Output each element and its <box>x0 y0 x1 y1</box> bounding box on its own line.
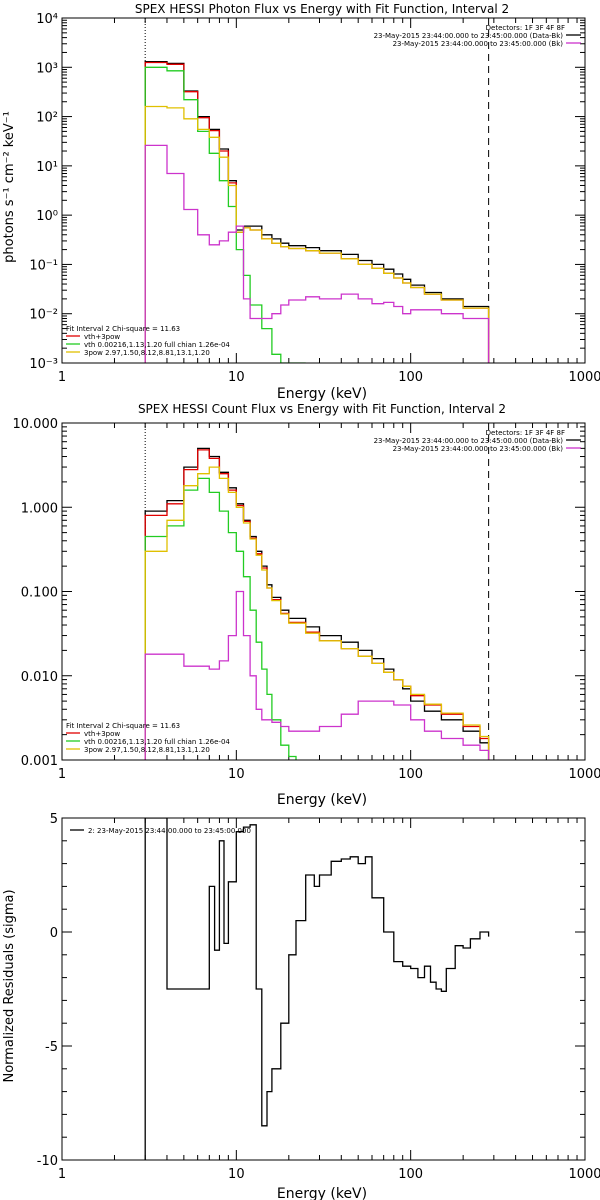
y-tick-label: 10¹ <box>36 160 58 175</box>
series-group <box>144 61 490 363</box>
series-line-4 <box>144 144 490 363</box>
y-tick-label: -10 <box>37 1154 58 1169</box>
legend-text: vth+3pow <box>84 333 120 341</box>
residuals-panel: Energy (keV) Normalized Residuals (sigma… <box>2 812 600 1200</box>
x-tick-label: 1 <box>58 1167 66 1182</box>
legend-text: Fit Interval 2 Chi-square = 11.63 <box>66 325 180 333</box>
panel-title: SPEX HESSI Photon Flux vs Energy with Fi… <box>135 2 509 16</box>
y-tick-label: 10³ <box>36 61 58 76</box>
series-line-2 <box>144 477 297 760</box>
panel-title: SPEX HESSI Count Flux vs Energy with Fit… <box>138 402 506 416</box>
series-line-3 <box>144 105 490 363</box>
series-line-0 <box>144 447 490 760</box>
header-legend-text: 23-May-2015 23:44:00.000 to 23:45:00.000… <box>374 32 564 40</box>
legend-text: 2: 23-May-2015 23:44:00.000 to 23:45:00.… <box>88 827 251 835</box>
y-axis-label: photons s⁻¹ cm⁻² keV⁻¹ <box>2 111 17 263</box>
count-flux-panel: SPEX HESSI Count Flux vs Energy with Fit… <box>13 402 600 808</box>
x-tick-label: 100 <box>398 370 423 385</box>
legend-text: 3pow 2.97,1.50,8.12,8.81,13.1,1.20 <box>84 746 210 754</box>
x-tick-label: 1000 <box>568 1167 600 1182</box>
x-tick-label: 10 <box>228 767 245 782</box>
x-tick-label: 10 <box>228 1167 245 1182</box>
series-line-1 <box>144 449 490 760</box>
series-line-2 <box>144 66 306 363</box>
y-tick-label: 0.100 <box>21 586 58 601</box>
plot-frame <box>61 422 586 761</box>
y-tick-label: 0.010 <box>21 670 58 685</box>
header-legend-text: 23-May-2015 23:44:00.000 to 23:45:00.000… <box>374 437 564 445</box>
series-line-3 <box>144 466 490 760</box>
photon-flux-panel: SPEX HESSI Photon Flux vs Energy with Fi… <box>2 2 600 402</box>
plot-frame <box>61 17 586 364</box>
y-tick-label: 10⁴ <box>36 12 58 27</box>
x-tick-label: 1000 <box>568 767 600 782</box>
y-tick-label: 10⁻² <box>29 308 58 323</box>
y-tick-label: 10⁻³ <box>29 357 58 372</box>
series-line-0 <box>144 61 490 363</box>
x-tick-label: 1 <box>58 767 66 782</box>
x-tick-label: 100 <box>398 1167 423 1182</box>
series-line-4 <box>144 590 490 760</box>
x-tick-label: 100 <box>398 767 423 782</box>
legend-text: vth+3pow <box>84 730 120 738</box>
header-legend-text: 23-May-2015 23:44:00.000 to 23:45:00.000… <box>393 445 564 453</box>
legend-text: vth 0.00216,1.13,1.20 full chian 1.26e-0… <box>84 341 230 349</box>
series-line-0 <box>144 818 490 1160</box>
y-tick-label: 0.001 <box>21 754 58 769</box>
series-group <box>144 447 490 760</box>
header-legend-text: Detectors: 1F 3F 4F 8F <box>486 24 565 32</box>
x-axis-label: Energy (keV) <box>277 792 367 808</box>
y-tick-label: 10⁻¹ <box>29 258 58 273</box>
x-tick-label: 1 <box>58 370 66 385</box>
legend-text: Fit Interval 2 Chi-square = 11.63 <box>66 722 180 730</box>
y-axis-label: Normalized Residuals (sigma) <box>2 889 17 1082</box>
series-line-1 <box>144 61 490 363</box>
y-tick-label: 10.000 <box>13 417 59 432</box>
x-tick-label: 10 <box>228 370 245 385</box>
y-tick-label: -5 <box>45 1040 58 1055</box>
plot-frame <box>61 817 586 1161</box>
y-tick-label: 0 <box>50 926 58 941</box>
legend-text: vth 0.00216,1.13,1.20 full chian 1.26e-0… <box>84 738 230 746</box>
x-axis-label: Energy (keV) <box>277 386 367 402</box>
y-tick-label: 10² <box>36 111 58 126</box>
x-tick-label: 1000 <box>568 370 600 385</box>
header-legend-text: 23-May-2015 23:44:00.000 to 23:45:00.000… <box>393 40 564 48</box>
y-tick-label: 5 <box>50 812 58 827</box>
y-tick-label: 10⁰ <box>36 209 58 224</box>
y-tick-label: 1.000 <box>21 501 58 516</box>
series-group <box>144 818 490 1160</box>
x-axis-label: Energy (keV) <box>277 1186 367 1200</box>
legend-text: 3pow 2.97,1.50,8.12,8.81,13.1,1.20 <box>84 349 210 357</box>
header-legend-text: Detectors: 1F 3F 4F 8F <box>486 429 565 437</box>
